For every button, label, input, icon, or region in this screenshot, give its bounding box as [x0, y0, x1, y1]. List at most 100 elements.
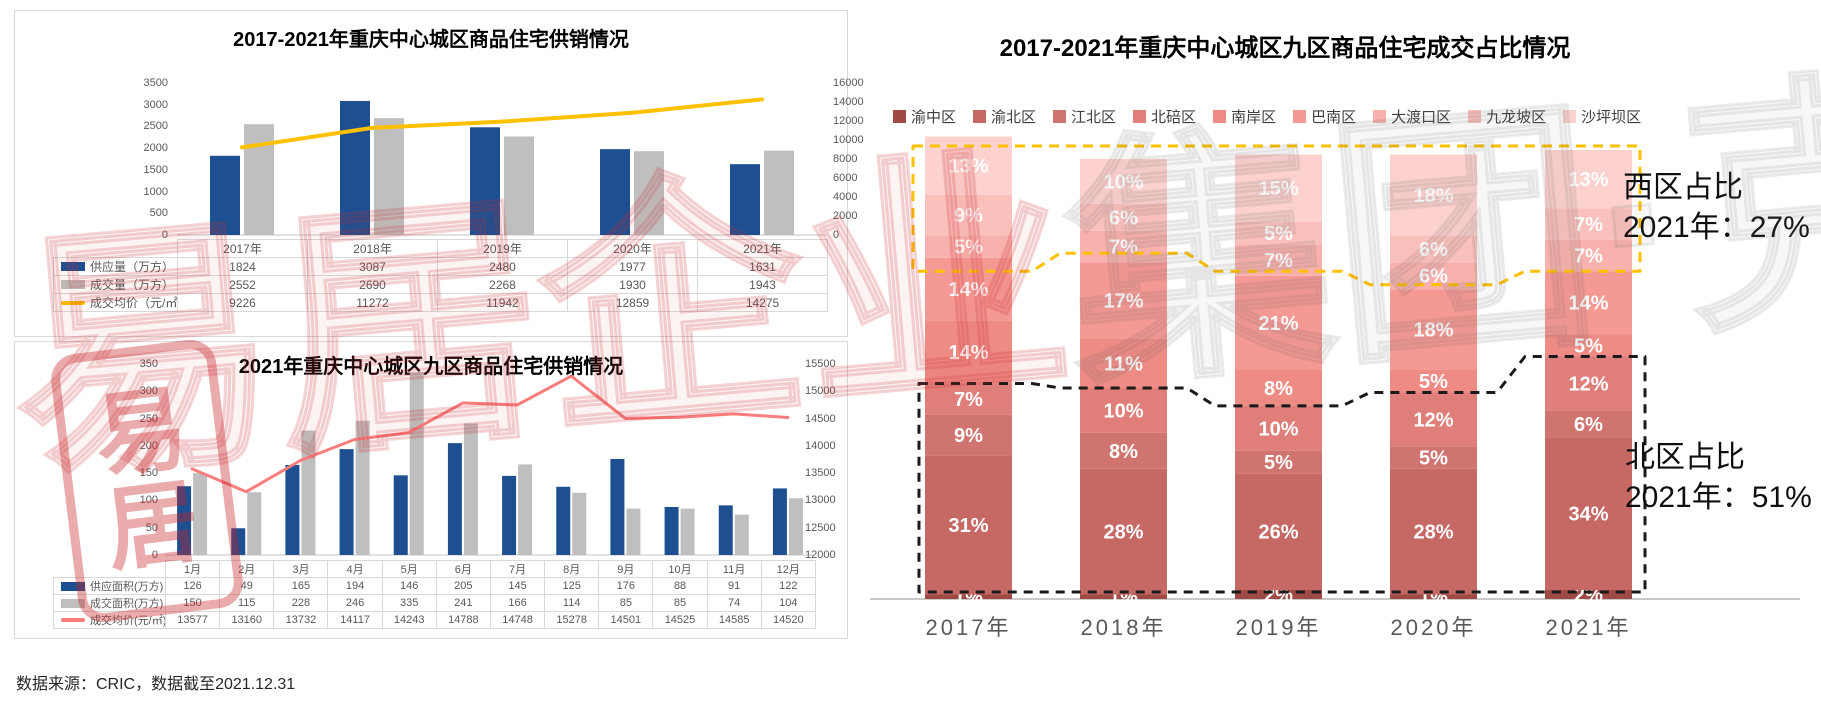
right-axis-tick: 13500	[805, 467, 836, 480]
table-value-cell: 12859	[567, 293, 698, 312]
right-axis-tick: 12500	[805, 521, 836, 534]
legend-item: 北碚区	[1133, 106, 1196, 127]
legend-item: 南岸区	[1213, 106, 1276, 127]
left-axis-tick: 350	[139, 358, 158, 370]
left-axis-tick: 0	[151, 549, 158, 561]
share-segment	[1235, 473, 1322, 591]
share-segment	[1390, 289, 1477, 371]
share-segment	[1235, 221, 1322, 245]
share-segment	[1545, 356, 1632, 411]
legend-label: 大渡口区	[1391, 109, 1452, 126]
monthly-2021-supply-sales-bar	[339, 449, 354, 555]
line-series-swatch	[61, 618, 85, 622]
share-segment-label: 14%	[948, 279, 988, 301]
table-value-cell: 145	[489, 577, 546, 595]
table-value-cell: 13732	[273, 611, 329, 629]
table-value-cell: 1930	[567, 275, 698, 294]
share-segment-label: 28%	[1413, 522, 1453, 544]
legend-swatch	[1053, 110, 1067, 123]
table-value-cell: 165	[273, 577, 329, 595]
share-segment-label: 9%	[954, 205, 983, 227]
share-segment	[925, 257, 1012, 321]
table-value-cell: 126	[164, 577, 221, 595]
share-segment	[1545, 150, 1632, 209]
share-segment	[925, 594, 1012, 599]
share-segment	[1545, 239, 1632, 272]
legend-item: 渝北区	[973, 106, 1036, 127]
share-segment-label: 7%	[1574, 214, 1603, 236]
share-segment	[1235, 275, 1322, 371]
legend-label: 渝北区	[991, 109, 1037, 126]
share-segment-label: 9%	[954, 425, 983, 447]
share-segment-label: 8%	[1109, 441, 1138, 463]
share-chart-legend: 渝中区 渝北区 江北区 北碚区 南岸区 巴南区 大渡口区 九龙坡区 沙坪坝区	[893, 106, 1658, 127]
legend-swatch	[1563, 110, 1577, 123]
table-value-cell: 1943	[697, 275, 828, 294]
table-value-cell: 88	[652, 577, 708, 595]
legend-item: 江北区	[1053, 106, 1116, 127]
yearly-supply-sales-bar	[244, 124, 274, 235]
right-axis-tick: 14000	[833, 96, 864, 108]
share-segment	[1235, 450, 1322, 474]
annotation-north-share: 北区占比 2021年：51%	[1625, 438, 1812, 518]
right-axis-tick: 0	[833, 229, 840, 241]
left-axis-tick: 2000	[143, 142, 168, 155]
share-segment-label: 26%	[1258, 522, 1298, 544]
table-category-header: 1月	[164, 560, 221, 578]
left-axis-tick: 500	[149, 207, 168, 220]
table-category-header: 7月	[489, 560, 546, 578]
monthly-2021-supply-sales-bar	[626, 508, 641, 555]
share-segment-label: 5%	[1419, 371, 1448, 393]
monthly-2021-supply-sales-bar	[518, 464, 533, 555]
table-value-cell: 11942	[437, 293, 568, 312]
right-axis-tick: 15000	[805, 385, 836, 398]
monthly-2021-supply-sales-bar	[355, 420, 370, 555]
share-segment-label: 15%	[1258, 178, 1298, 200]
legend-swatch	[1373, 110, 1387, 123]
share-segment	[925, 235, 1012, 258]
panel-monthly-supply-sales: 2021年重庆中心城区九区商品住宅供销情况 350 300 250 200 150 100…	[14, 341, 848, 639]
yearly-supply-sales-plot	[177, 97, 827, 236]
left-axis-tick: 0	[161, 229, 168, 241]
legend-item: 大渡口区	[1373, 106, 1451, 127]
table-category-header: 12月	[760, 560, 816, 578]
share-segment-label: 6%	[1419, 266, 1448, 288]
legend-item: 九龙坡区	[1468, 106, 1546, 127]
table-value-cell: 14501	[598, 611, 654, 629]
share-segment	[1390, 392, 1477, 447]
legend-swatch	[1293, 110, 1307, 123]
table-value-cell: 228	[273, 594, 329, 612]
right-axis-tick: 13000	[805, 494, 836, 507]
line-series-swatch	[61, 300, 85, 305]
yearly-supply-sales-bar	[730, 164, 760, 235]
table-value-cell: 125	[544, 577, 600, 595]
share-segment	[1545, 208, 1632, 240]
table-category-header: 11月	[706, 560, 762, 578]
bar-series-swatch	[61, 598, 85, 608]
table-value-cell: 2480	[437, 257, 568, 276]
monthly-2021-supply-sales-bar	[231, 528, 246, 555]
yearly-supply-sales-bar	[470, 127, 500, 235]
table-value-cell: 3087	[307, 257, 438, 276]
monthly-2021-supply-sales-bar	[572, 492, 587, 555]
monthly-2021-supply-sales-bar	[463, 423, 478, 555]
share-segment-label: 10%	[1258, 418, 1298, 440]
share-segment-label: 7%	[1264, 250, 1293, 272]
right-axis-tick: 10000	[833, 134, 864, 146]
table-series-label-cell: 成交均价(元/㎡)	[53, 611, 166, 629]
monthly-2021-supply-sales-line	[190, 374, 790, 494]
monthly-2021-supply-sales-bar	[664, 506, 679, 555]
monthly-2021-supply-sales-bar	[788, 498, 803, 555]
share-segment	[1235, 590, 1322, 599]
share-segment	[1080, 338, 1167, 388]
data-source-note: 数据来源：CRIC，数据截至2021.12.31	[16, 676, 296, 693]
table-value-cell: 13577	[164, 611, 221, 629]
series-name: 成交均价(元/㎡)	[90, 615, 166, 627]
legend-swatch	[893, 110, 906, 123]
share-segment	[1390, 468, 1477, 595]
yearly-supply-sales-line	[240, 97, 764, 150]
table-value-cell: 2552	[177, 275, 308, 294]
table-corner-cell	[54, 561, 166, 578]
legend-swatch	[1133, 110, 1147, 123]
